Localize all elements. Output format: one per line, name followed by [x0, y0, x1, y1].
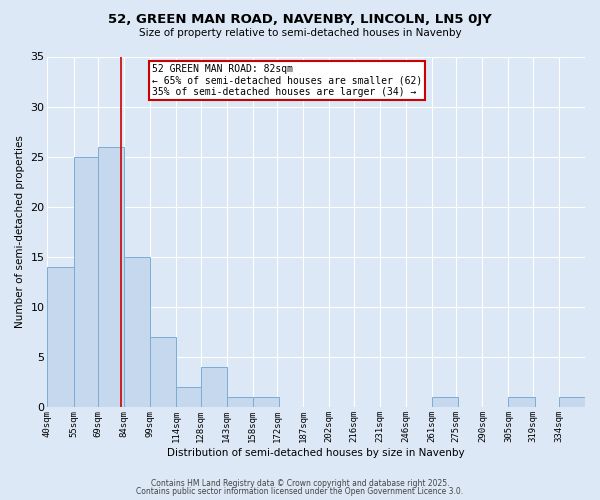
- Text: Size of property relative to semi-detached houses in Navenby: Size of property relative to semi-detach…: [139, 28, 461, 38]
- Bar: [176, 387, 202, 407]
- Text: 52 GREEN MAN ROAD: 82sqm
← 65% of semi-detached houses are smaller (62)
35% of s: 52 GREEN MAN ROAD: 82sqm ← 65% of semi-d…: [152, 64, 422, 96]
- Bar: [432, 397, 458, 407]
- Bar: [508, 397, 535, 407]
- Bar: [150, 337, 176, 407]
- Text: Contains HM Land Registry data © Crown copyright and database right 2025.: Contains HM Land Registry data © Crown c…: [151, 478, 449, 488]
- Bar: [98, 146, 124, 407]
- Bar: [227, 397, 253, 407]
- Bar: [200, 367, 227, 407]
- Bar: [74, 156, 100, 407]
- Bar: [124, 256, 150, 407]
- Text: 52, GREEN MAN ROAD, NAVENBY, LINCOLN, LN5 0JY: 52, GREEN MAN ROAD, NAVENBY, LINCOLN, LN…: [108, 12, 492, 26]
- Y-axis label: Number of semi-detached properties: Number of semi-detached properties: [15, 136, 25, 328]
- Bar: [47, 267, 74, 407]
- Bar: [253, 397, 279, 407]
- Bar: [559, 397, 585, 407]
- Text: Contains public sector information licensed under the Open Government Licence 3.: Contains public sector information licen…: [136, 487, 464, 496]
- X-axis label: Distribution of semi-detached houses by size in Navenby: Distribution of semi-detached houses by …: [167, 448, 465, 458]
